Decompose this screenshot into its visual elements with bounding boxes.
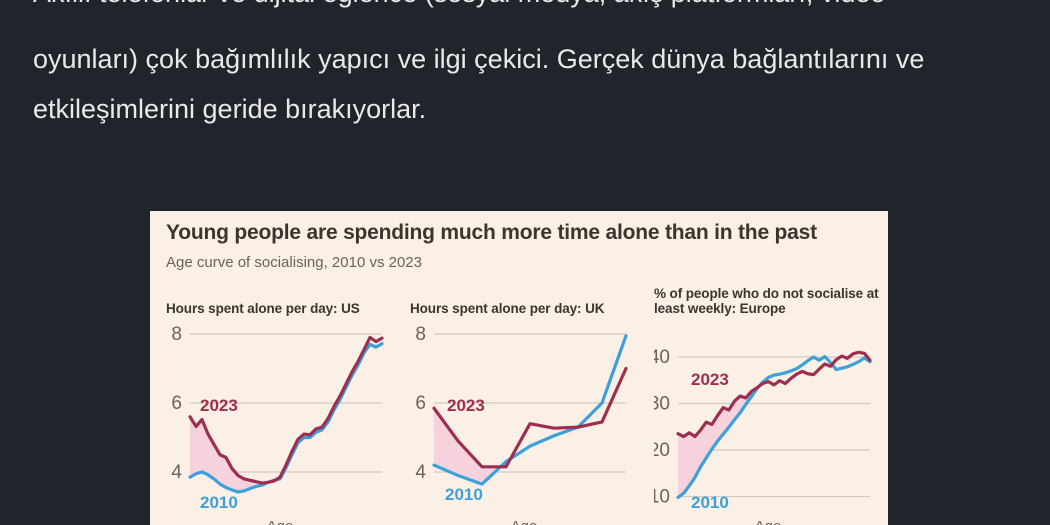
y-tick-label: 20 (654, 440, 670, 461)
y-tick-label: 8 (171, 324, 182, 345)
plot-us: 8 6 4 2023 2010 (171, 324, 384, 512)
series-label-2010: 2010 (200, 493, 238, 512)
plot-uk: 8 6 4 2023 2010 (415, 324, 628, 504)
series-line-2010 (676, 354, 872, 500)
panel-title-uk: Hours spent alone per day: UK (410, 301, 605, 316)
series-label-2023: 2023 (200, 396, 238, 415)
intro-line-clipped: Akıllı telefonlar ve dijital eğlence (so… (33, 0, 1033, 18)
age-axis-label: ←Age→ (166, 518, 394, 525)
series-label-2010: 2010 (445, 485, 483, 504)
paragraph-gap (33, 18, 1033, 34)
intro-paragraph: Akıllı telefonlar ve dijital eğlence (so… (33, 0, 1033, 134)
gap-shade-area (190, 416, 268, 493)
series-label-2010: 2010 (691, 493, 729, 512)
chart-title: Young people are spending much more time… (166, 221, 817, 244)
panel-europe: % of people who do not socialise at leas… (654, 273, 882, 525)
series-line-2023 (432, 366, 628, 469)
series-line-2010 (432, 334, 628, 486)
chart-subtitle: Age curve of socialising, 2010 vs 2023 (166, 254, 422, 271)
panel-uk: Hours spent alone per day: UK 8 6 4 2023 201… (410, 273, 638, 525)
y-tick-label: 30 (654, 394, 670, 415)
chart-panels: Hours spent alone per day: US 8 6 4 2023 201… (166, 273, 879, 525)
chart-card: Young people are spending much more time… (150, 211, 888, 525)
y-tick-label: 4 (171, 462, 182, 483)
panel-title-us: Hours spent alone per day: US (166, 301, 360, 316)
series-line-2023 (188, 335, 384, 485)
y-tick-label: 4 (415, 462, 426, 483)
y-tick-label: 6 (415, 393, 426, 414)
series-label-2023: 2023 (691, 370, 729, 389)
age-axis-label: ←Age→ (654, 518, 882, 525)
y-tick-label: 40 (654, 347, 670, 368)
age-axis-label: ←Age→ (410, 518, 638, 525)
intro-line: etkileşimlerini geride bırakıyorlar. (33, 94, 427, 124)
panel-us: Hours spent alone per day: US 8 6 4 2023 201… (166, 273, 394, 525)
series-line-2023 (676, 350, 872, 439)
y-tick-label: 6 (171, 393, 182, 414)
y-tick-label: 10 (654, 487, 670, 508)
gap-shade-area (434, 408, 506, 485)
panel-title-europe: % of people who do not socialise at leas… (654, 286, 879, 316)
series-label-2023: 2023 (447, 396, 485, 415)
y-tick-label: 8 (415, 324, 426, 345)
intro-line: oyunları) çok bağımlılık yapıcı ve ilgi … (33, 44, 925, 74)
